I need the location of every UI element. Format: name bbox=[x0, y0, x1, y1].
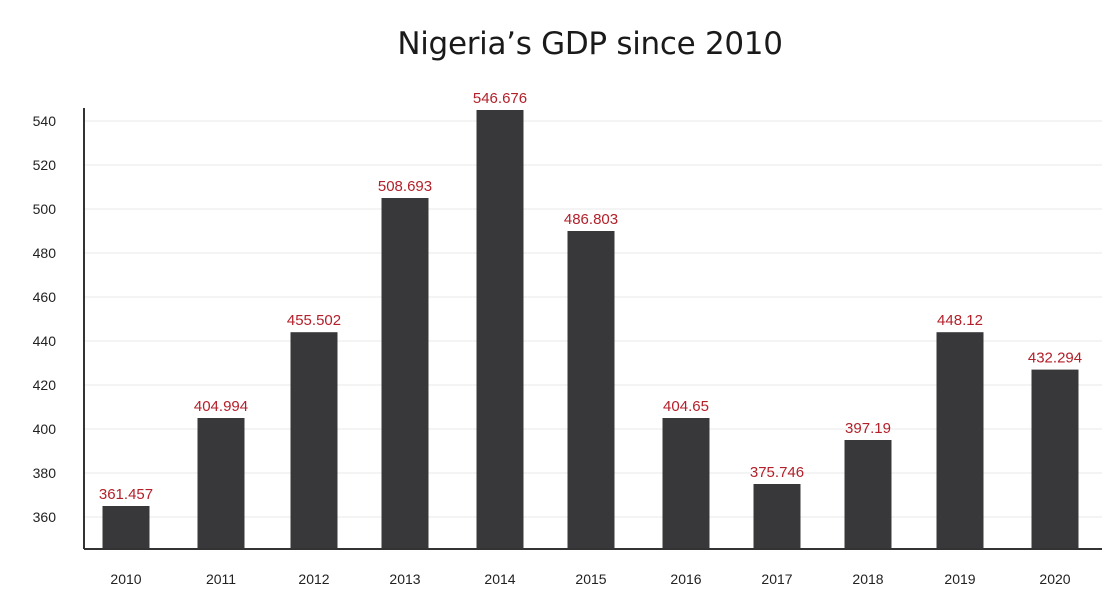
data-labels: 361.457 404.994 455.502 508.693 546.676 486.8… bbox=[99, 90, 1082, 503]
data-label-2014: 546.676 bbox=[473, 90, 527, 107]
bar-2019 bbox=[936, 332, 984, 549]
x-tick-label-2014: 2014 bbox=[484, 571, 515, 587]
x-tick-label-2011: 2011 bbox=[206, 571, 236, 587]
x-tick-label-2012: 2012 bbox=[298, 571, 329, 587]
bar-2017 bbox=[753, 484, 801, 549]
x-tick-label-2017: 2017 bbox=[761, 571, 792, 587]
data-label-2019: 448.12 bbox=[937, 312, 983, 329]
axes bbox=[83, 108, 1102, 550]
y-tick-label: 440 bbox=[33, 333, 57, 349]
x-tick-label-2015: 2015 bbox=[575, 571, 606, 587]
data-label-2010: 361.457 bbox=[99, 486, 153, 503]
data-label-2017: 375.746 bbox=[750, 464, 804, 481]
data-label-2015: 486.803 bbox=[564, 211, 618, 228]
x-tick-label-2019: 2019 bbox=[944, 571, 975, 587]
data-label-2013: 508.693 bbox=[378, 178, 432, 195]
data-label-2018: 397.19 bbox=[845, 420, 891, 437]
bar-2013 bbox=[381, 198, 429, 549]
x-tick-label-2016: 2016 bbox=[670, 571, 701, 587]
x-tick-label-2020: 2020 bbox=[1039, 571, 1070, 587]
y-axis-ticks: 360 380 400 420 440 460 480 500 520 540 bbox=[33, 113, 57, 525]
bar-2012 bbox=[290, 332, 338, 549]
bars bbox=[102, 110, 1079, 549]
bar-2018 bbox=[844, 440, 892, 549]
data-label-2020: 432.294 bbox=[1028, 350, 1082, 367]
y-tick-label: 480 bbox=[33, 245, 57, 261]
y-tick-label: 420 bbox=[33, 377, 57, 393]
bar-2014 bbox=[476, 110, 524, 549]
x-axis-ticks: 2010 2011 2012 2013 2014 2015 2016 2017 2018 2019… bbox=[110, 571, 1070, 587]
y-tick-label: 460 bbox=[33, 289, 57, 305]
y-tick-label: 380 bbox=[33, 465, 57, 481]
x-tick-label-2010: 2010 bbox=[110, 571, 141, 587]
y-tick-label: 360 bbox=[33, 509, 57, 525]
data-label-2016: 404.65 bbox=[663, 398, 709, 415]
bar-2016 bbox=[662, 418, 710, 549]
chart-title: Nigeria’s GDP since 2010 bbox=[397, 26, 783, 62]
x-tick-label-2018: 2018 bbox=[852, 571, 883, 587]
y-tick-label: 500 bbox=[33, 201, 57, 217]
bar-2011 bbox=[197, 418, 245, 549]
y-tick-label: 400 bbox=[33, 421, 57, 437]
data-label-2011: 404.994 bbox=[194, 398, 248, 415]
bar-2020 bbox=[1031, 369, 1079, 549]
bar-2015 bbox=[567, 231, 615, 549]
y-tick-label: 520 bbox=[33, 157, 57, 173]
data-label-2012: 455.502 bbox=[287, 312, 341, 329]
x-tick-label-2013: 2013 bbox=[389, 571, 420, 587]
y-tick-label: 540 bbox=[33, 113, 57, 129]
bar-2010 bbox=[102, 506, 150, 549]
